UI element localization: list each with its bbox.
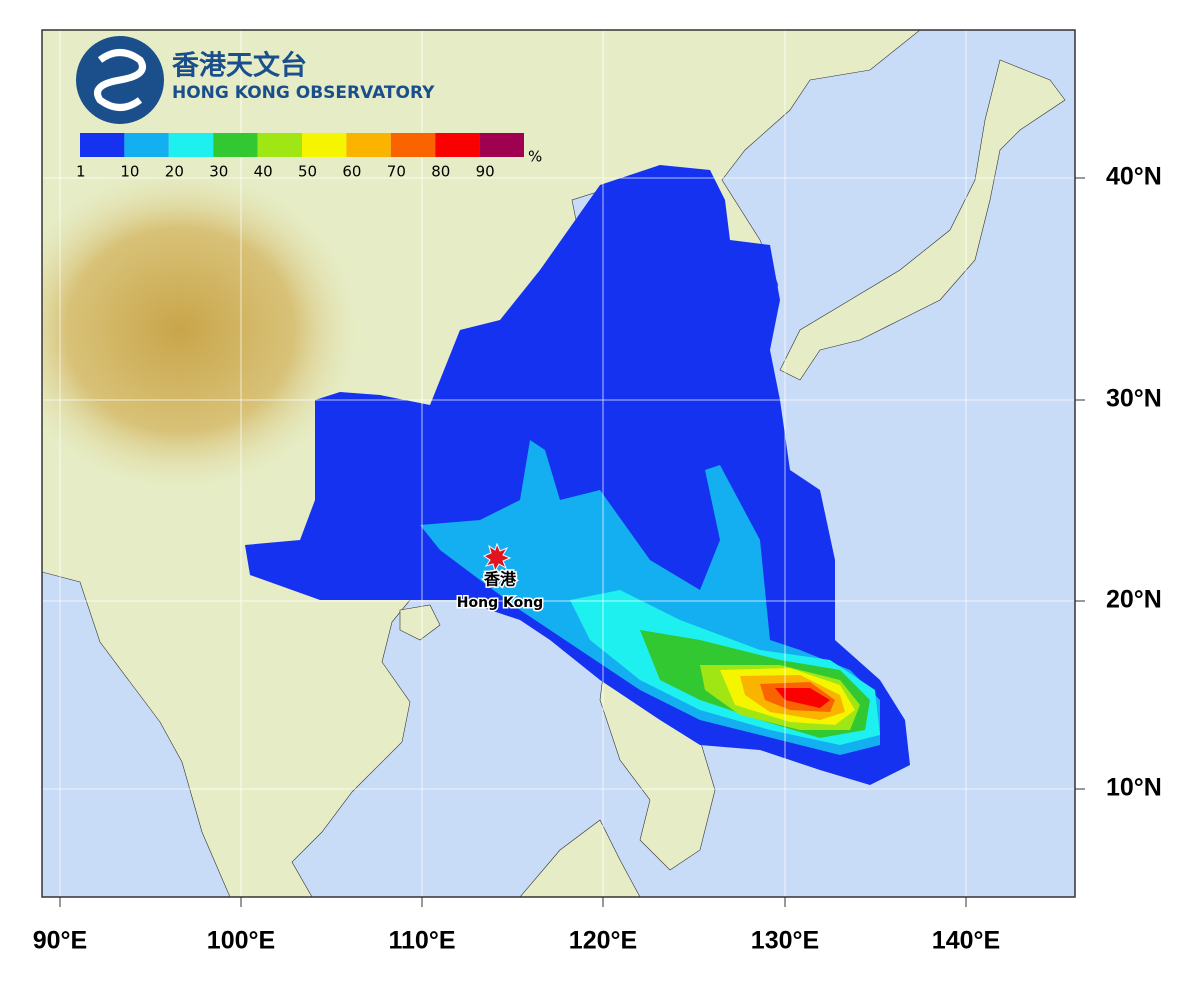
prob-80 [775, 688, 830, 708]
logo-name-en: HONG KONG OBSERVATORY [172, 83, 435, 103]
lon-label: 120°E [569, 927, 637, 955]
legend-label: 50 [298, 163, 317, 181]
station-marker [482, 542, 512, 573]
legend-label: 80 [431, 163, 450, 181]
lon-label: 90°E [33, 927, 87, 955]
legend-swatch [124, 133, 169, 157]
probability-shading [245, 165, 910, 785]
plateau [42, 160, 370, 500]
axes: 90°E 100°E 110°E 120°E 130°E 140°E 40°N 30°N 20°… [33, 163, 1162, 955]
legend-swatch [213, 133, 258, 157]
lon-label: 110°E [388, 927, 455, 955]
legend-swatch [80, 133, 125, 157]
lon-label: 140°E [932, 927, 1000, 955]
legend-unit: % [528, 148, 542, 166]
land-hainan [399, 604, 441, 641]
legend-swatch [257, 133, 302, 157]
legend-label: 10 [120, 163, 139, 181]
lon-label: 130°E [751, 927, 819, 955]
map-area: 香港天文台 HONG KONG OBSERVATORY 1 10 20 30 40 50 6… [42, 30, 1075, 897]
map-frame [41, 29, 1076, 898]
legend-label: 20 [165, 163, 184, 181]
logo-swirl [94, 49, 146, 111]
legend-swatch [302, 133, 347, 157]
lat-label: 10°N [1106, 774, 1162, 802]
legend-swatch [479, 133, 524, 157]
lat-label: 40°N [1106, 163, 1162, 191]
legend-swatch [435, 133, 480, 157]
station-name-en: Hong Kong [457, 595, 543, 611]
legend-label: 1 [76, 163, 86, 181]
legend-swatch [346, 133, 391, 157]
land-japan [779, 59, 1066, 381]
legend-label: 40 [254, 163, 273, 181]
legend-swatch [168, 133, 214, 157]
graticule [42, 30, 1075, 897]
legend-label: 60 [342, 163, 361, 181]
legend-label: 90 [476, 163, 495, 181]
legend-label: 70 [387, 163, 406, 181]
land-borneo [519, 819, 641, 897]
lon-label: 100°E [207, 927, 275, 955]
logo-name-zh: 香港天文台 [172, 50, 307, 82]
lat-label: 30°N [1106, 385, 1162, 413]
station-name-zh: 香港 [483, 570, 517, 589]
legend-swatch [390, 133, 436, 157]
legend-label: 30 [209, 163, 228, 181]
lat-label: 20°N [1106, 586, 1162, 614]
legend: 1 10 20 30 40 50 60 70 80 90 [76, 133, 524, 181]
